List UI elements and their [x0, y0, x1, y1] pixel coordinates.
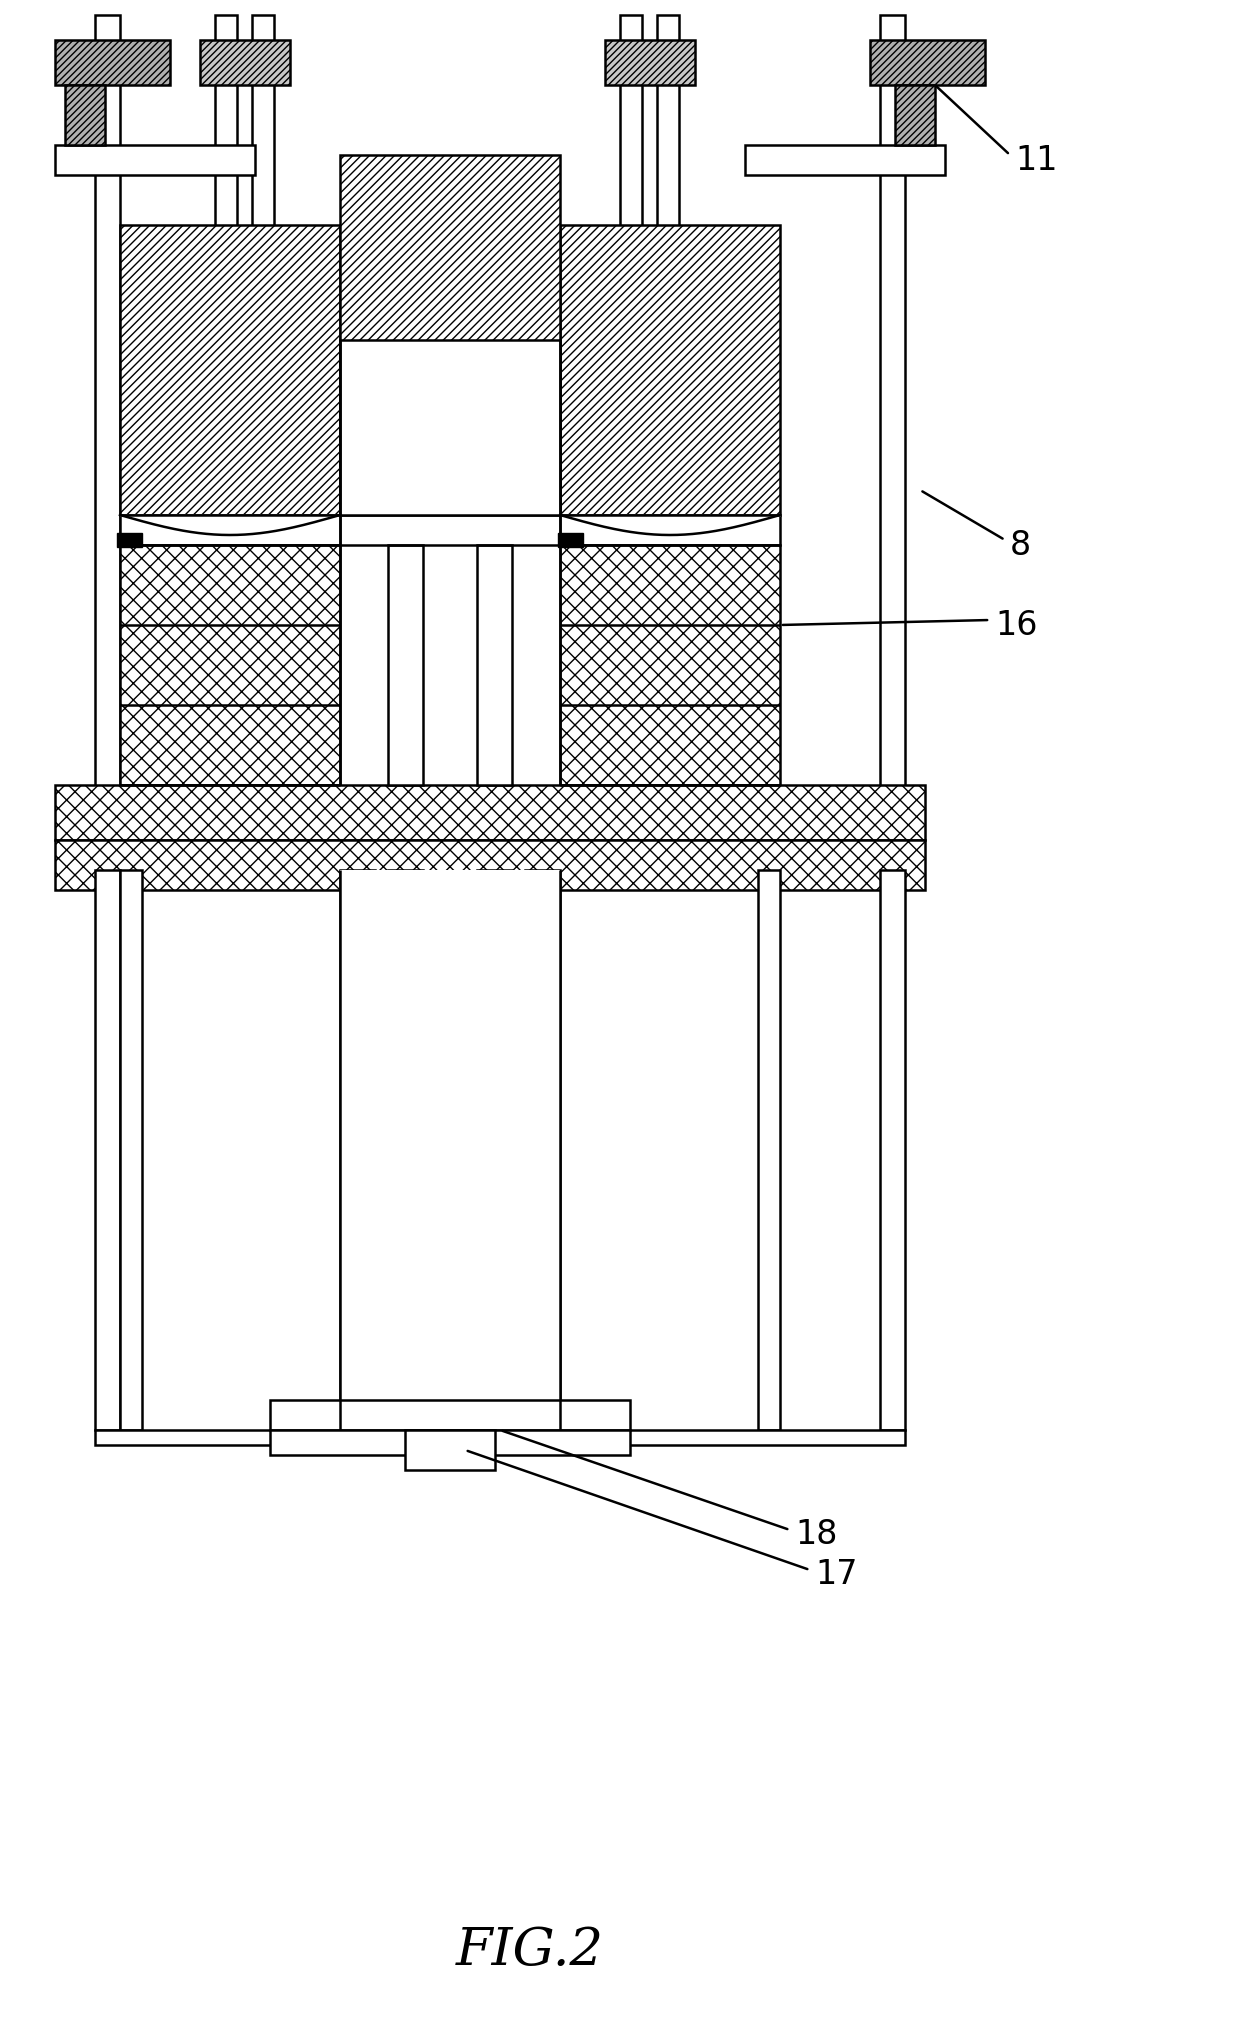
Bar [55, 840, 925, 890]
Bar [525, 870, 560, 1430]
Bar [340, 156, 560, 516]
Bar [880, 14, 905, 884]
Bar [388, 544, 423, 785]
Bar [657, 14, 680, 516]
Bar [560, 225, 780, 516]
Bar [870, 40, 985, 85]
Bar [340, 340, 560, 516]
Bar [895, 85, 935, 146]
Bar [405, 1430, 495, 1471]
Bar [55, 40, 170, 85]
Bar [200, 40, 290, 85]
Bar [388, 870, 423, 1430]
Text: FIG.2: FIG.2 [456, 1924, 604, 1976]
Bar [758, 870, 780, 1430]
Bar [95, 14, 120, 884]
Bar [620, 14, 642, 516]
Bar [880, 870, 905, 1430]
Text: 18: 18 [795, 1519, 837, 1552]
Bar [64, 85, 105, 146]
Bar [120, 544, 340, 785]
Text: 11: 11 [1016, 144, 1058, 176]
Bar [95, 870, 120, 1430]
Bar [270, 1400, 630, 1430]
Bar [120, 516, 340, 544]
Bar [477, 870, 512, 1430]
Bar [560, 516, 780, 544]
Bar [745, 146, 945, 176]
Bar [120, 870, 143, 1430]
Bar [560, 544, 780, 785]
Bar [270, 1430, 630, 1455]
Bar [55, 146, 255, 176]
Bar [95, 1430, 905, 1444]
Bar [340, 870, 560, 1430]
Bar [340, 870, 374, 1430]
Bar [605, 40, 694, 85]
Bar [120, 225, 340, 516]
Text: 17: 17 [815, 1558, 858, 1592]
Text: 8: 8 [1011, 528, 1032, 562]
Bar [558, 532, 583, 546]
Bar [477, 544, 512, 785]
Bar [55, 785, 925, 840]
Bar [215, 14, 237, 516]
Text: 16: 16 [994, 609, 1038, 641]
Bar [252, 14, 274, 516]
Bar [117, 532, 143, 546]
